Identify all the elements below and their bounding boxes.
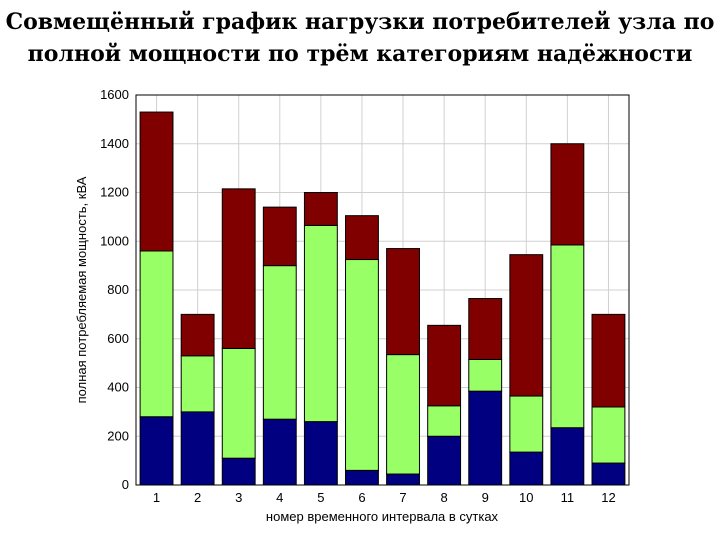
bar-segment-3 xyxy=(180,313,215,357)
x-tick-label: 7 xyxy=(399,490,406,505)
bar-segment-2 xyxy=(180,355,215,413)
y-axis-label: полная потребляемая мощность, кВА xyxy=(74,176,89,403)
bar-segment-1 xyxy=(303,421,338,486)
title-line-2: полной мощности по трём категориям надёж… xyxy=(27,41,693,67)
y-tick-label: 200 xyxy=(107,428,129,443)
bar-segment-2 xyxy=(550,244,585,429)
bar-segment-2 xyxy=(427,405,462,437)
x-tick-label: 10 xyxy=(519,490,533,505)
bar-segment-1 xyxy=(139,416,174,486)
title-line-1: Совмещённый график нагрузки потребителей… xyxy=(5,9,715,35)
bar-segment-2 xyxy=(591,406,626,464)
bar-segment-3 xyxy=(468,298,503,360)
x-tick-label: 8 xyxy=(441,490,448,505)
bar-segment-1 xyxy=(262,418,297,486)
bar-segment-1 xyxy=(509,451,544,486)
bar-segment-2 xyxy=(468,358,503,392)
bar-segment-1 xyxy=(427,435,462,486)
bar-segment-3 xyxy=(221,188,256,349)
y-tick-label: 600 xyxy=(107,331,129,346)
bar-segment-3 xyxy=(139,111,174,252)
bar-segment-2 xyxy=(386,354,420,475)
bar-segment-2 xyxy=(221,348,256,459)
x-tick-label: 11 xyxy=(561,490,575,505)
x-tick-label: 5 xyxy=(317,490,324,505)
x-tick-label: 2 xyxy=(194,490,201,505)
y-tick-label: 1200 xyxy=(100,185,129,200)
x-tick-label: 3 xyxy=(235,490,242,505)
bar-segment-3 xyxy=(427,324,462,407)
bar-segment-3 xyxy=(345,215,379,261)
bar-segment-3 xyxy=(509,254,544,397)
bar-segment-1 xyxy=(221,457,256,486)
bar-segment-3 xyxy=(591,313,626,408)
bars xyxy=(139,111,626,486)
bar-segment-3 xyxy=(386,248,420,356)
bar-segment-1 xyxy=(180,411,215,486)
bar-segment-3 xyxy=(262,206,297,267)
x-tick-label: 9 xyxy=(482,490,489,505)
y-tick-label: 400 xyxy=(107,380,129,395)
y-tick-label: 1000 xyxy=(100,233,129,248)
bar-segment-1 xyxy=(591,462,626,486)
x-axis-label: номер временного интервала в сутках xyxy=(266,509,499,524)
bar-segment-2 xyxy=(262,265,297,420)
bar-segment-2 xyxy=(303,224,338,423)
x-tick-label: 4 xyxy=(276,490,283,505)
y-tick-label: 1400 xyxy=(100,136,129,151)
y-tick-label: 0 xyxy=(122,477,129,492)
y-tick-label: 1600 xyxy=(100,87,129,102)
bar-segment-2 xyxy=(509,395,544,453)
bar-segment-1 xyxy=(345,469,379,486)
y-axis-ticks: 0 200 400 600 800 1000 1200 1400 1600 xyxy=(100,87,129,492)
bar-segment-1 xyxy=(386,473,420,486)
plot-frame xyxy=(135,94,630,486)
y-tick-label: 800 xyxy=(107,282,129,297)
x-tick-label: 6 xyxy=(358,490,365,505)
x-axis-ticks: 1 2 3 4 5 6 7 8 9 10 11 12 xyxy=(153,490,616,505)
chart-title: Совмещённый график нагрузки потребителей… xyxy=(0,6,720,70)
bar-segment-3 xyxy=(303,192,338,226)
bar-segment-3 xyxy=(550,143,585,246)
bar-segment-1 xyxy=(468,390,503,486)
x-tick-label: 1 xyxy=(153,490,160,505)
bar-segment-2 xyxy=(345,259,379,471)
bar-segment-2 xyxy=(139,250,174,418)
x-tick-label: 12 xyxy=(601,490,615,505)
bar-segment-1 xyxy=(550,427,585,486)
